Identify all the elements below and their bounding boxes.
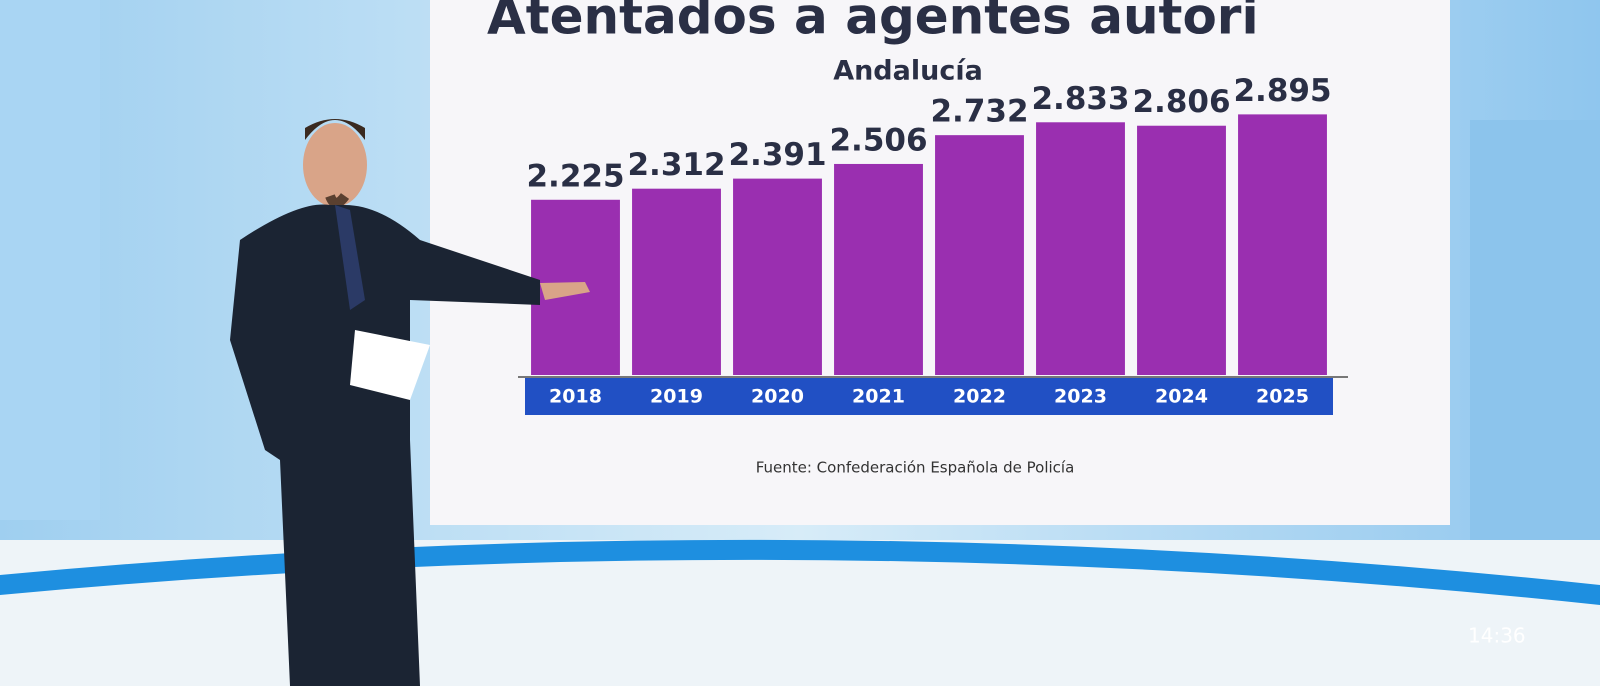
value-label: 2.391	[728, 137, 826, 173]
value-label: 2.732	[930, 94, 1028, 130]
x-tick-label: 2022	[953, 386, 1006, 408]
studio-wall	[0, 0, 100, 520]
bar	[1036, 122, 1125, 375]
value-label: 2.895	[1233, 73, 1331, 109]
value-label: 2.833	[1031, 81, 1129, 117]
chart-subtitle: Andalucía	[833, 56, 983, 87]
x-tick-label: 2024	[1155, 386, 1208, 408]
x-tick-label: 2020	[751, 386, 804, 408]
bar	[834, 163, 923, 375]
x-tick-label: 2025	[1256, 386, 1309, 408]
studio-wall	[1470, 120, 1600, 540]
value-label: 2.806	[1132, 84, 1230, 120]
year-strip	[525, 377, 1333, 415]
x-tick-label: 2019	[650, 386, 703, 408]
x-tick-label: 2023	[1054, 386, 1107, 408]
bar	[1238, 114, 1327, 375]
value-label: 2.225	[526, 158, 624, 194]
value-label: 2.312	[627, 147, 725, 183]
bar	[1137, 125, 1226, 375]
source-note: Fuente: Confederación Española de Policí…	[756, 459, 1075, 477]
x-tick-label: 2021	[852, 386, 905, 408]
bar	[733, 178, 822, 375]
bar	[632, 188, 721, 375]
clock: 14:36	[1468, 624, 1526, 648]
presenter	[230, 119, 590, 686]
bar	[935, 135, 1024, 375]
value-label: 2.506	[829, 122, 927, 158]
chart-title: Atentados a agentes autori	[487, 0, 1259, 46]
x-tick-label: 2018	[549, 386, 602, 408]
